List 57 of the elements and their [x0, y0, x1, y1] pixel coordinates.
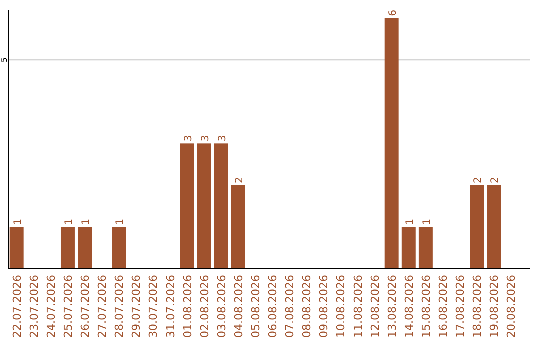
- data-label: 2: [490, 177, 502, 184]
- bar: [487, 185, 502, 269]
- x-tick-label: 22.07.2026: [10, 275, 24, 338]
- data-label: 3: [217, 135, 228, 142]
- x-tick-label: 18.08.2026: [471, 275, 484, 338]
- y-tick-label: 5: [0, 58, 9, 63]
- x-tick-label: 23.07.2026: [28, 275, 41, 338]
- x-tick-label: 06.08.2026: [266, 275, 280, 338]
- x-tick-label: 28.07.2026: [113, 275, 126, 338]
- data-label: 1: [81, 218, 92, 226]
- x-tick-label: 05.08.2026: [249, 275, 262, 338]
- x-tick-label: 10.08.2026: [334, 275, 348, 338]
- data-label: 1: [422, 218, 433, 226]
- x-tick-label: 04.08.2026: [232, 275, 246, 338]
- x-tick-label: 07.08.2026: [284, 275, 297, 338]
- data-label: 1: [12, 218, 24, 226]
- x-tick-label: 16.08.2026: [436, 275, 450, 338]
- data-label: 2: [473, 177, 484, 184]
- bar: [402, 227, 416, 269]
- data-label: 1: [404, 218, 416, 226]
- x-tick-label: 24.07.2026: [44, 275, 58, 338]
- data-label: 3: [183, 135, 194, 142]
- x-tick-label: 02.08.2026: [198, 275, 212, 338]
- x-tick-label: 30.07.2026: [147, 275, 160, 338]
- bar: [197, 144, 212, 269]
- bar: [418, 227, 433, 269]
- bar: [60, 227, 75, 269]
- data-label: 1: [115, 218, 126, 226]
- x-tick-label: 01.08.2026: [181, 275, 194, 338]
- x-tick-label: 15.08.2026: [420, 275, 433, 338]
- x-tick-label: 20.08.2026: [505, 275, 518, 338]
- bar: [214, 144, 228, 269]
- x-tick-label: 25.07.2026: [62, 275, 75, 338]
- x-tick-label: 09.08.2026: [318, 275, 331, 338]
- x-tick-label: 19.08.2026: [488, 275, 502, 338]
- x-tick-label: 14.08.2026: [402, 275, 416, 338]
- x-tick-label: 11.08.2026: [352, 275, 365, 338]
- data-label: 1: [64, 218, 75, 226]
- bar: [470, 185, 484, 269]
- data-label: 3: [200, 135, 212, 142]
- bar: [384, 18, 399, 269]
- x-tick-label: 29.07.2026: [130, 275, 144, 338]
- bar: [112, 227, 126, 269]
- x-tick-label: 31.07.2026: [164, 275, 178, 338]
- x-tick-label: 03.08.2026: [215, 275, 228, 338]
- x-tick-label: 26.07.2026: [79, 275, 92, 338]
- x-tick-label: 13.08.2026: [386, 275, 399, 338]
- bar: [180, 144, 194, 269]
- data-label: 2: [234, 177, 246, 184]
- x-tick-label: 27.07.2026: [96, 275, 110, 338]
- bar: [231, 185, 246, 269]
- x-tick-label: 08.08.2026: [300, 275, 314, 338]
- x-tick-label: 17.08.2026: [454, 275, 468, 338]
- x-tick-label: 12.08.2026: [368, 275, 382, 338]
- bar: [78, 227, 92, 269]
- data-label: 6: [388, 10, 399, 16]
- bar: [10, 227, 24, 269]
